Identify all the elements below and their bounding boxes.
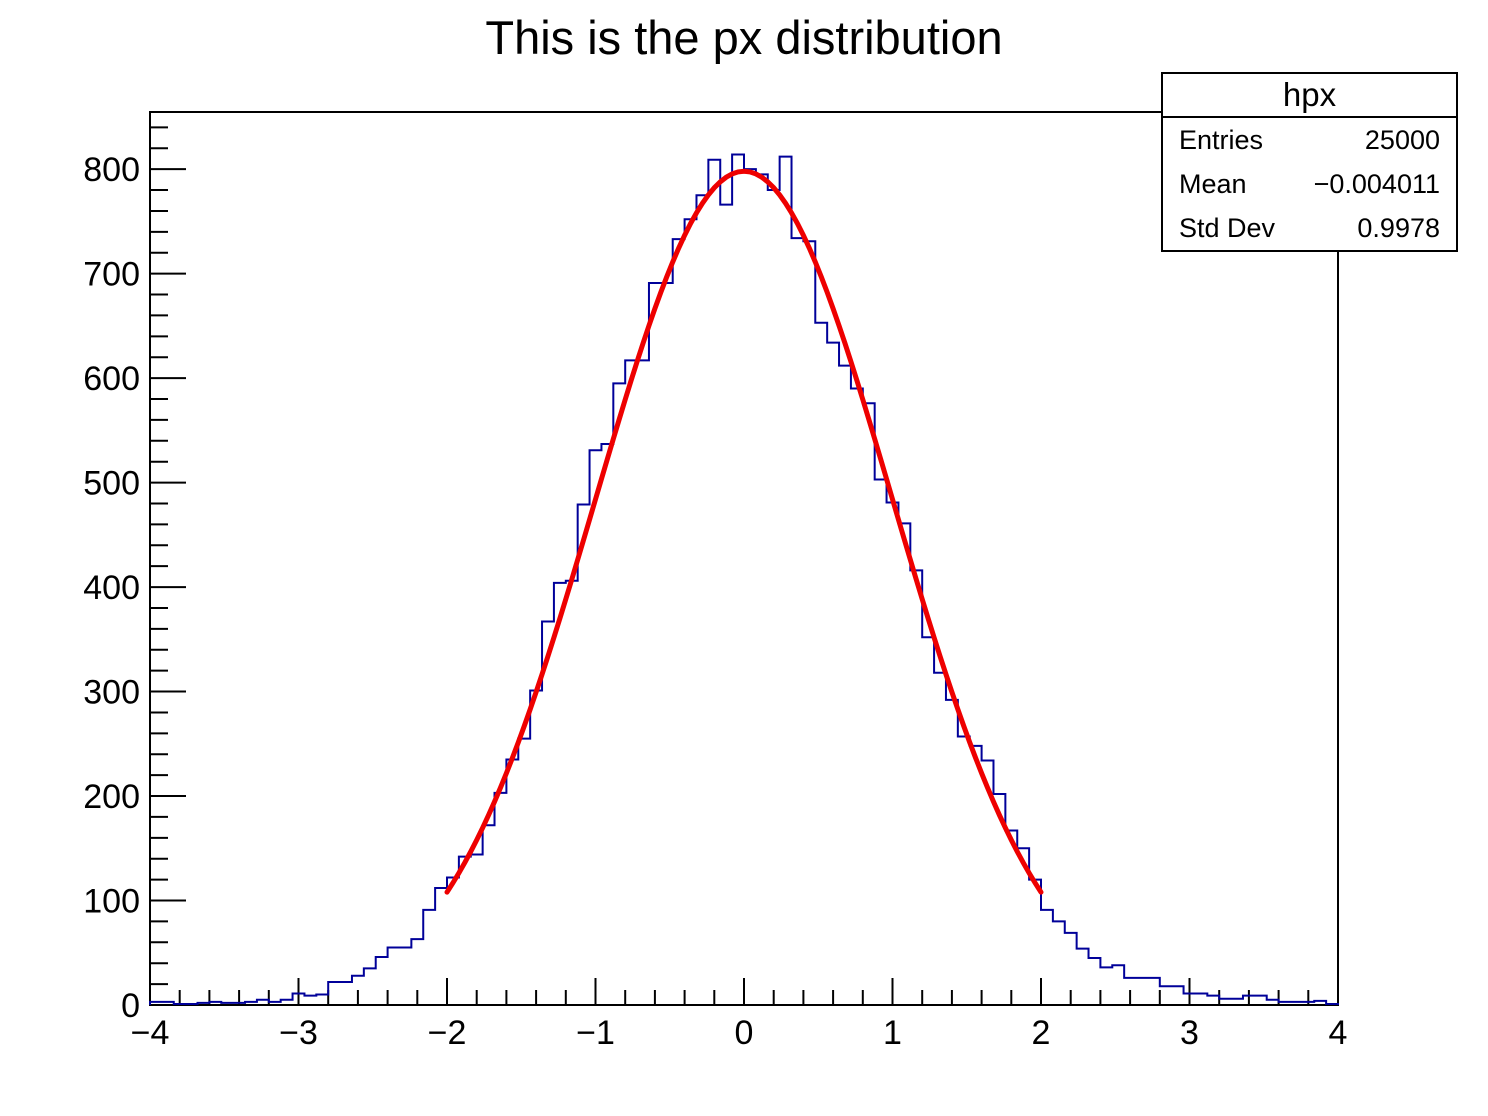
y-tick-label: 200 [83,778,140,816]
x-tick-label: −1 [576,1014,615,1052]
y-tick-label: 0 [121,987,140,1025]
y-tick-label: 100 [83,883,140,921]
y-tick-label: 300 [83,674,140,712]
y-axis-ticks [150,126,186,1006]
stats-value-stddev: 0.9978 [1357,213,1440,244]
plot-frame [149,111,1339,1006]
fit-curve [444,168,1044,895]
stats-row-mean: Mean −0.004011 [1163,162,1456,206]
y-tick-label: 400 [83,569,140,607]
y-tick-label: 800 [83,151,140,189]
x-axis-labels: −4 −3 −2 −1 0 1 2 3 4 [131,1014,1348,1052]
histogram-line [149,153,1339,1005]
y-tick-label: 500 [83,465,140,503]
x-tick-label: 4 [1329,1014,1348,1052]
y-axis-labels: 0 100 200 300 400 500 600 700 800 [83,151,140,1025]
stats-label-entries: Entries [1179,124,1264,155]
stats-label-stddev: Std Dev [1179,213,1276,244]
x-tick-label: 2 [1032,1014,1051,1052]
stats-value-mean: −0.004011 [1313,168,1440,199]
stats-row-entries: Entries 25000 [1163,118,1456,162]
x-tick-label: −2 [428,1014,467,1052]
x-axis-ticks [149,978,1339,1005]
x-tick-label: −3 [279,1014,318,1052]
stats-box-title: hpx [1163,74,1456,118]
x-tick-label: 1 [883,1014,902,1052]
stats-value-entries: 25000 [1364,124,1440,155]
stats-row-stddev: Std Dev 0.9978 [1163,207,1456,251]
y-tick-label: 700 [83,256,140,294]
stats-box: hpx Entries 25000 Mean −0.004011 Std Dev… [1161,72,1458,252]
plot-title: This is the px distribution [485,11,1003,64]
x-tick-label: 0 [735,1014,754,1052]
stats-label-mean: Mean [1179,168,1247,199]
y-tick-label: 600 [83,360,140,398]
x-tick-label: −4 [131,1014,170,1052]
x-tick-label: 3 [1180,1014,1199,1052]
